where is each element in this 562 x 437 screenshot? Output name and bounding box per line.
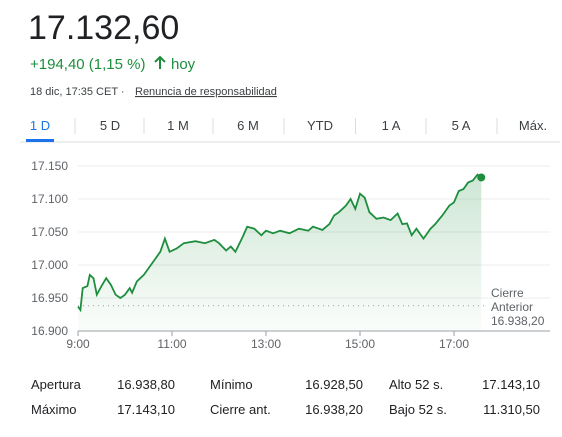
stat-label: Bajo 52 s.	[389, 402, 447, 417]
x-tick-label: 9:00	[66, 337, 90, 351]
tab-indicator	[26, 139, 54, 142]
tab[interactable]: 5 A	[452, 118, 471, 133]
y-tick-label: 17.100	[31, 192, 68, 206]
stat-label: Alto 52 s.	[389, 377, 443, 392]
up-arrow	[154, 55, 166, 69]
y-tick-label: 17.150	[31, 159, 68, 173]
x-tick-label: 13:00	[251, 337, 281, 351]
tab[interactable]: 1 M	[167, 118, 189, 133]
stat-value: 17.143,10	[482, 377, 540, 392]
price-line	[77, 173, 482, 313]
stat-label: Máximo	[31, 402, 77, 417]
x-tick-label: 11:00	[157, 337, 186, 351]
previous-close-label: 16.938,20	[491, 314, 545, 328]
previous-close-label: Anterior	[491, 300, 533, 314]
last-point	[477, 173, 486, 182]
price: 17.132,60	[28, 9, 179, 47]
stat-value: 16.938,20	[305, 402, 363, 417]
tab[interactable]: 6 M	[237, 118, 259, 133]
area-fill	[78, 174, 482, 331]
previous-close-label: Cierre	[491, 286, 524, 300]
tab[interactable]: YTD	[307, 118, 333, 133]
period: hoy	[171, 56, 196, 73]
timestamp: 18 dic, 17:35 CET ·	[30, 86, 125, 98]
tab[interactable]: Máx.	[519, 118, 547, 133]
stat-value: 11.310,50	[483, 402, 540, 417]
x-tick-label: 15:00	[345, 337, 375, 351]
change: +194,40 (1,15 %)	[30, 56, 146, 73]
disclaimer-link[interactable]: Renuncia de responsabilidad	[135, 86, 277, 98]
stat-label: Mínimo	[210, 377, 253, 392]
stat-value: 16.928,50	[305, 377, 363, 392]
stat-value: 16.938,80	[117, 377, 175, 392]
tab[interactable]: 1 A	[382, 118, 401, 133]
y-tick-label: 16.950	[31, 291, 68, 305]
tab[interactable]: 5 D	[100, 118, 120, 133]
stat-label: Apertura	[31, 377, 82, 392]
stat-value: 17.143,10	[117, 402, 175, 417]
y-tick-label: 17.050	[31, 225, 68, 239]
y-tick-label: 16.900	[31, 324, 68, 338]
x-tick-label: 17:00	[439, 337, 469, 351]
tab[interactable]: 1 D	[30, 118, 50, 133]
stat-label: Cierre ant.	[210, 402, 271, 417]
y-tick-label: 17.000	[31, 258, 68, 272]
